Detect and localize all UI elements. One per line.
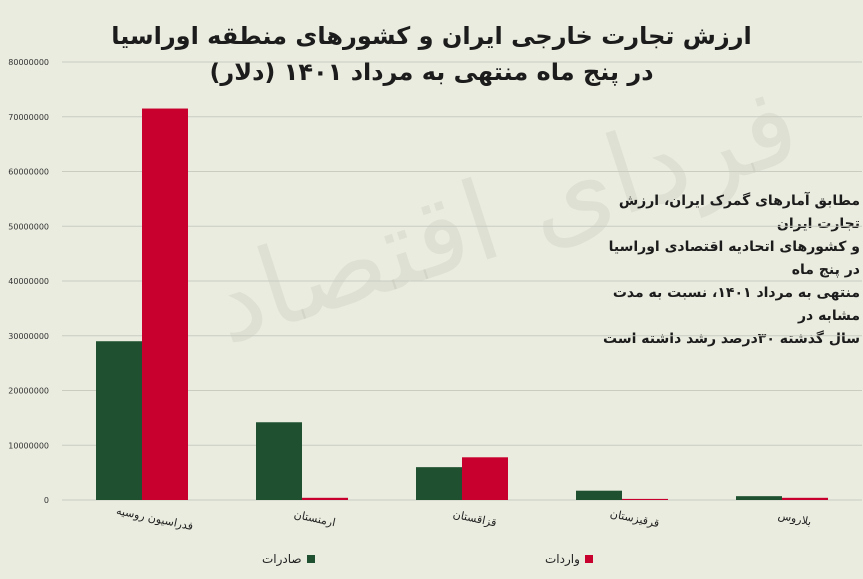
legend-swatch-imports xyxy=(584,555,593,563)
x-tick-label-1: ارمنستان xyxy=(293,508,337,529)
chart-title: ارزش تجارت خارجی ایران و کشورهای منطقه ا… xyxy=(111,22,752,50)
bar-exports-4 xyxy=(736,496,782,500)
legend-label-exports: صادرات xyxy=(262,552,302,566)
chart-subtitle: در پنج ماه منتهی به مرداد ۱۴۰۱ (دلار) xyxy=(209,58,654,86)
bar-exports-2 xyxy=(416,467,462,500)
bar-exports-0 xyxy=(96,341,142,500)
y-tick-label-1: 10000000 xyxy=(8,441,49,450)
legend-item-imports: واردات xyxy=(545,552,593,566)
note-line-4: سال گذشته ۳۰درصد رشد داشته است xyxy=(603,331,860,347)
bar-imports-1 xyxy=(302,497,348,500)
y-tick-label-4: 40000000 xyxy=(8,277,49,286)
note-line-1: مطابق آمارهای گمرک ایران، ارزش تجارت ایر… xyxy=(618,193,860,232)
bar-exports-3 xyxy=(576,490,622,500)
bar-exports-1 xyxy=(256,422,302,500)
note-line-3: منتهی به مرداد ۱۴۰۱، نسبت به مدت مشابه د… xyxy=(612,285,860,324)
x-tick-label-3: قرقیزستان xyxy=(609,507,661,530)
x-tick-label-4: بلاروس xyxy=(777,509,813,529)
legend-swatch-exports xyxy=(306,555,315,563)
y-tick-label-8: 80000000 xyxy=(8,58,49,67)
y-tick-label-6: 60000000 xyxy=(8,168,49,177)
bar-imports-4 xyxy=(782,497,828,500)
y-tick-label-3: 30000000 xyxy=(8,332,49,341)
bar-imports-3 xyxy=(622,498,668,500)
y-tick-label-5: 50000000 xyxy=(8,222,49,231)
x-tick-label-2: قزاقستان xyxy=(452,508,498,530)
annotation-note: مطابق آمارهای گمرک ایران، ارزش تجارت ایر… xyxy=(590,190,860,351)
y-tick-label-0: 0 xyxy=(44,496,49,505)
y-tick-label-2: 20000000 xyxy=(8,387,49,396)
note-line-2: و کشورهای اتحادیه اقتصادی اوراسیا در پنج… xyxy=(608,239,860,278)
bar-imports-0 xyxy=(142,108,188,500)
legend-label-imports: واردات xyxy=(545,552,580,566)
legend-item-exports: صادرات xyxy=(262,552,315,566)
y-tick-label-7: 70000000 xyxy=(8,113,49,122)
x-tick-label-0: فدراسیون روسیه xyxy=(115,504,194,533)
bar-imports-2 xyxy=(462,457,508,500)
